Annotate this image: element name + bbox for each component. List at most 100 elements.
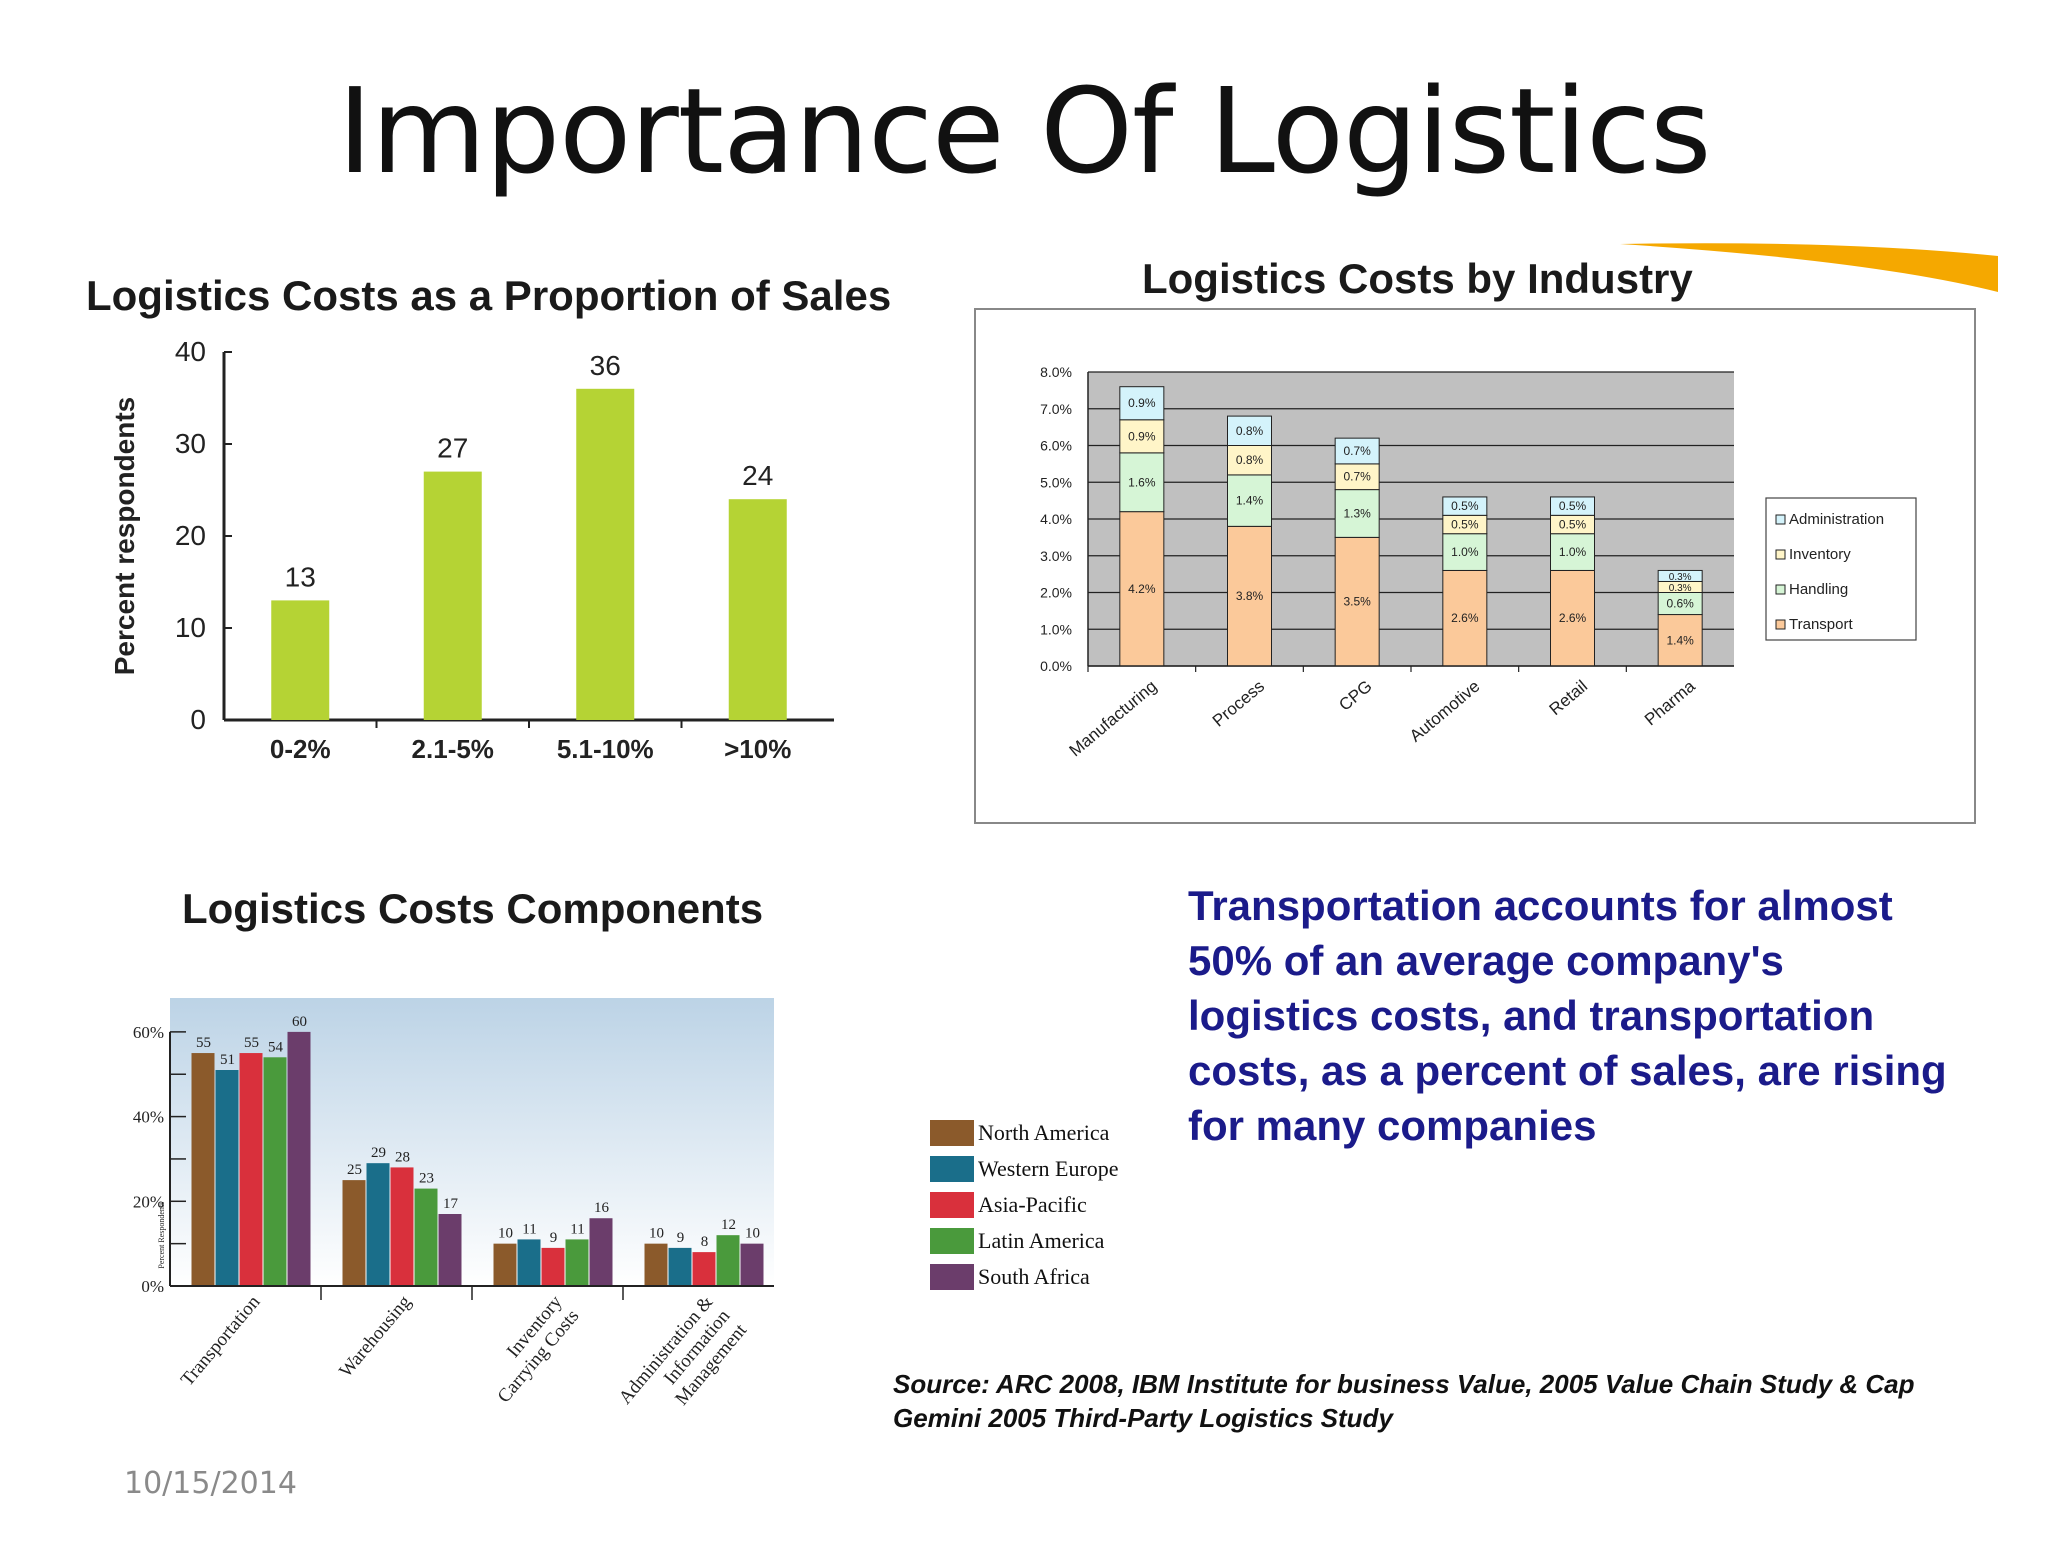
y-tick-label: 0%	[141, 1277, 164, 1296]
bar-value-label: 27	[437, 433, 468, 464]
segment-label: 1.0%	[1451, 545, 1479, 559]
bar	[589, 1218, 613, 1286]
bar	[438, 1214, 462, 1286]
segment-label: 1.0%	[1559, 545, 1587, 559]
segment-label: 0.7%	[1343, 444, 1371, 458]
legend-label: South Africa	[978, 1264, 1090, 1289]
bar-value-label: 9	[677, 1230, 685, 1246]
segment-label: 3.5%	[1343, 595, 1371, 609]
y-axis-label: Percent respondents	[109, 397, 140, 676]
legend-item: Western Europe	[930, 1151, 1119, 1187]
bar	[191, 1053, 215, 1286]
bar	[239, 1053, 263, 1286]
bar	[517, 1239, 541, 1286]
bar-value-label: 55	[196, 1035, 211, 1051]
legend-label: Handling	[1789, 581, 1848, 598]
segment-label: 0.3%	[1669, 572, 1692, 583]
segment-label: 0.8%	[1236, 453, 1264, 467]
bar	[271, 600, 330, 720]
segment-label: 0.8%	[1236, 424, 1264, 438]
legend-label: Asia-Pacific	[978, 1192, 1087, 1217]
bar-value-label: 8	[701, 1234, 709, 1250]
legend-label: Western Europe	[978, 1156, 1119, 1181]
chart3-title: Logistics Costs Components	[182, 885, 764, 932]
legend-swatch	[930, 1192, 974, 1218]
category-label: >10%	[724, 734, 791, 764]
stacked-segment	[1442, 496, 1488, 516]
stacked-segment	[1550, 496, 1595, 516]
bar	[668, 1247, 692, 1286]
slide-title: Importance Of Logistics	[337, 62, 1711, 200]
y-tick-label: 4.0%	[1040, 511, 1072, 527]
chart-costs-components: 0% 20% 40% 60% Percent Respondents 55 51 55 54 60…	[133, 998, 774, 1409]
bar-value-label: 23	[419, 1171, 434, 1187]
segment-label: 0.3%	[1669, 583, 1692, 594]
legend-label: Administration	[1789, 511, 1884, 528]
legend-swatch	[930, 1156, 974, 1182]
bar	[366, 1163, 390, 1286]
segment-label: 0.7%	[1343, 470, 1371, 484]
legend-item: North America	[930, 1115, 1119, 1151]
legend-swatch	[1775, 619, 1786, 630]
bar	[644, 1243, 668, 1286]
legend-item: South Africa	[930, 1259, 1119, 1295]
bar	[716, 1235, 740, 1286]
chart-costs-by-industry: 0.0% 1.0% 2.0% 3.0% 4.0% 5.0% 6.0% 7.0% 8.0% 4.2%…	[974, 308, 1976, 824]
bar-value-label: 11	[570, 1221, 584, 1237]
segment-label: 0.6%	[1666, 597, 1694, 611]
bar	[215, 1070, 239, 1286]
bar-value-label: 54	[268, 1039, 284, 1055]
y-tick-label: 8.0%	[1040, 364, 1072, 380]
segment-label: 0.5%	[1559, 499, 1587, 513]
segment-label: 1.6%	[1128, 475, 1156, 489]
stacked-segment	[1227, 445, 1272, 476]
legend-swatch	[930, 1228, 974, 1254]
callout-text: Transportation accounts for almost 50% o…	[1188, 882, 1947, 1149]
bar	[390, 1167, 414, 1286]
bar	[576, 388, 635, 720]
bar-value-label: 11	[522, 1221, 536, 1237]
bar	[728, 499, 787, 720]
legend-swatch	[1775, 549, 1786, 560]
y-tick-label: 60%	[133, 1023, 164, 1042]
y-tick-label: 3.0%	[1040, 548, 1072, 564]
y-tick-label: 40	[175, 336, 206, 367]
bar-value-label: 10	[498, 1226, 513, 1242]
segment-label: 0.9%	[1128, 396, 1156, 410]
bar-value-label: 55	[244, 1035, 259, 1051]
stacked-segment	[1657, 569, 1703, 582]
bar	[692, 1252, 716, 1286]
legend-swatch	[930, 1264, 974, 1290]
y-axis-label: Percent Respondents	[157, 1202, 166, 1269]
source-note: Source: ARC 2008, IBM Institute for busi…	[893, 1369, 1915, 1433]
bar	[541, 1247, 565, 1286]
category-label: 2.1-5%	[412, 734, 494, 764]
stacked-segment	[1442, 533, 1488, 571]
bar-value-label: 10	[649, 1226, 664, 1242]
bar-value-label: 28	[395, 1149, 410, 1165]
segment-label: 3.8%	[1236, 589, 1264, 603]
segment-label: 0.5%	[1559, 518, 1587, 532]
y-tick-label: 1.0%	[1040, 621, 1072, 637]
segment-label: 0.9%	[1128, 429, 1156, 443]
legend-label: Latin America	[978, 1228, 1105, 1253]
bar-value-label: 16	[594, 1200, 610, 1216]
slide-date: 10/15/2014	[124, 1466, 297, 1501]
y-tick-label: 0.0%	[1040, 658, 1072, 674]
stacked-segment	[1119, 386, 1165, 421]
category-label: InventoryCarrying Costs	[477, 1291, 584, 1407]
segment-label: 1.4%	[1666, 633, 1694, 647]
stacked-segment	[1119, 452, 1165, 513]
segment-label: 0.5%	[1451, 499, 1479, 513]
y-tick-label: 10	[175, 612, 206, 643]
legend-label: Transport	[1789, 616, 1853, 633]
stacked-segment	[1334, 463, 1380, 491]
y-tick-label: 6.0%	[1040, 438, 1072, 454]
chart2-legend: Administration Inventory Handling Transport	[1765, 497, 1917, 641]
stacked-segment	[1119, 511, 1165, 667]
segment-label: 2.6%	[1451, 611, 1479, 625]
bar-value-label: 36	[590, 350, 621, 381]
bar-value-label: 12	[721, 1217, 736, 1233]
legend-swatch	[930, 1120, 974, 1146]
segment-label: 1.3%	[1343, 506, 1371, 520]
